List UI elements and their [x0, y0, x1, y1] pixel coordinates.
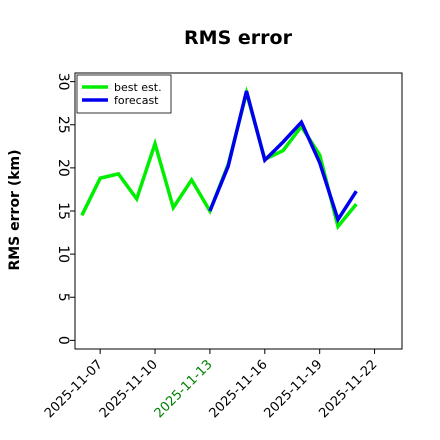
- y-tick-label: 25: [55, 116, 71, 134]
- y-axis-label: RMS error (km): [7, 149, 23, 270]
- legend-box: [76, 74, 172, 114]
- x-tick-label: 2025-11-07: [42, 357, 106, 421]
- legend-label-1: forecast: [114, 94, 159, 107]
- y-tick-label: 10: [55, 245, 71, 263]
- x-axis: 2025-11-072025-11-102025-11-132025-11-16…: [42, 349, 380, 421]
- y-tick-label: 30: [55, 73, 71, 91]
- series-line-1: [208, 90, 358, 224]
- y-tick-label: 5: [55, 293, 71, 302]
- x-tick-label: 2025-11-19: [261, 357, 325, 421]
- x-tick-label: 2025-11-10: [97, 357, 161, 421]
- series-lines: [80, 85, 358, 231]
- x-tick-label: 2025-11-16: [207, 357, 271, 421]
- legend: best est.forecast: [76, 74, 172, 114]
- y-axis: 0 5 10 15 20 25 30: [55, 73, 75, 345]
- y-tick-label: 15: [55, 202, 71, 220]
- x-tick-label: 2025-11-13: [152, 357, 216, 421]
- chart-title: RMS error: [184, 27, 293, 49]
- y-tick-label: 20: [55, 159, 71, 177]
- x-tick-label: 2025-11-22: [316, 357, 380, 421]
- plot-area: [74, 72, 403, 350]
- legend-label-0: best est.: [114, 81, 162, 94]
- y-tick-label: 0: [55, 336, 71, 345]
